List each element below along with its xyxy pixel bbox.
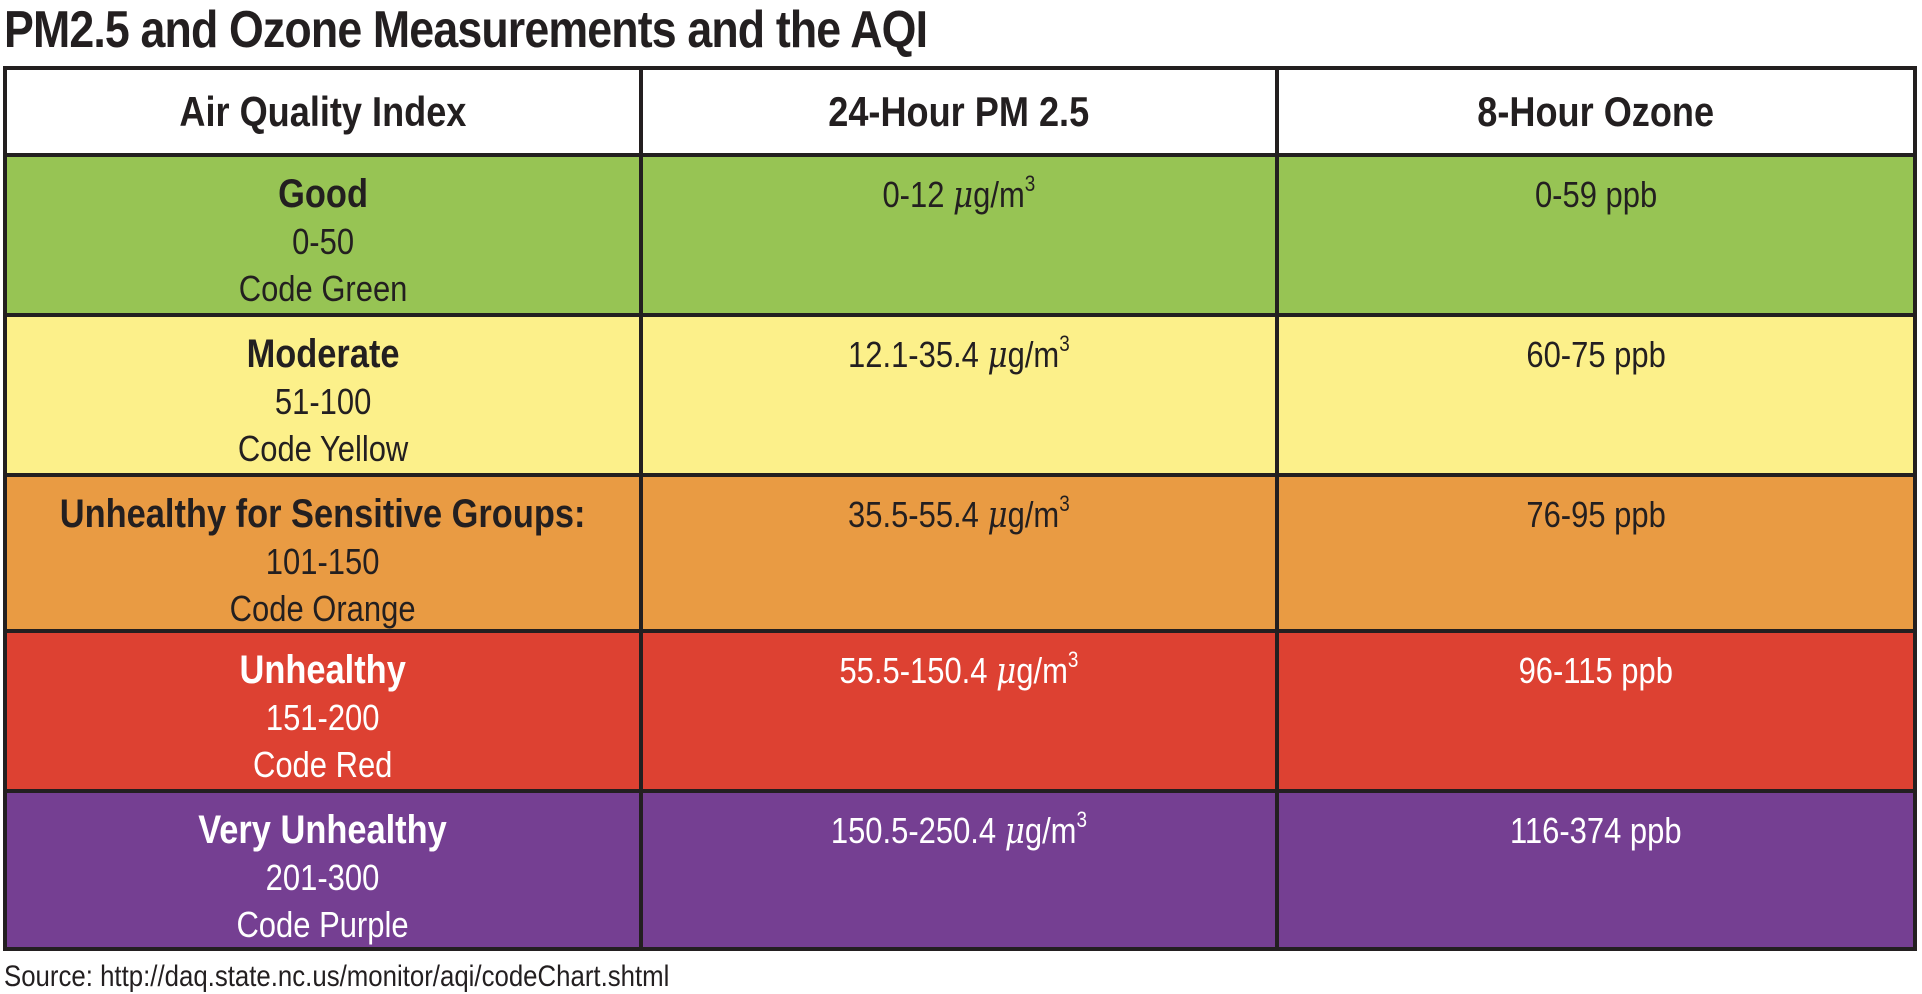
micro-symbol: μ — [1004, 811, 1025, 852]
ozone-value: 96-115 ppb — [1518, 650, 1674, 691]
color-code: Code Purple — [236, 904, 410, 945]
category-name: Good — [278, 172, 368, 216]
pm25-value: 150.5-250.4 — [830, 810, 997, 851]
color-code: Code Red — [253, 744, 393, 785]
ozone-value: 0-59 ppb — [1534, 174, 1658, 215]
unit-exponent: 3 — [1059, 331, 1070, 356]
category-cell-usg: Unhealthy for Sensitive Groups: 101-150 … — [7, 477, 643, 633]
pm25-unit: g/m — [1007, 334, 1060, 375]
ozone-cell-usg: 76-95 ppb — [1279, 477, 1913, 633]
header-pm25: 24-Hour PM 2.5 — [643, 70, 1279, 157]
pm25-cell-unhealthy: 55.5-150.4 μg/m3 — [643, 633, 1279, 793]
ozone-cell-very-unhealthy: 116-374 ppb — [1279, 793, 1913, 947]
category-cell-very-unhealthy: Very Unhealthy 201-300 Code Purple — [7, 793, 643, 947]
pm25-cell-good: 0-12 μg/m3 — [643, 157, 1279, 317]
header-ozone: 8-Hour Ozone — [1279, 70, 1913, 157]
color-code: Code Yellow — [237, 428, 409, 469]
category-name: Very Unhealthy — [198, 808, 448, 852]
category-cell-unhealthy: Unhealthy 151-200 Code Red — [7, 633, 643, 793]
ozone-cell-moderate: 60-75 ppb — [1279, 317, 1913, 477]
aqi-table: Air Quality Index 24-Hour PM 2.5 8-Hour … — [3, 66, 1917, 951]
color-code: Code Green — [238, 268, 408, 309]
category-cell-moderate: Moderate 51-100 Code Yellow — [7, 317, 643, 477]
aqi-range: 151-200 — [266, 697, 380, 738]
category-name: Unhealthy — [239, 648, 407, 692]
ozone-cell-good: 0-59 ppb — [1279, 157, 1913, 317]
ozone-value: 76-95 ppb — [1526, 494, 1666, 535]
unit-exponent: 3 — [1076, 807, 1088, 832]
pm25-value: 35.5-55.4 — [848, 494, 979, 535]
pm25-cell-very-unhealthy: 150.5-250.4 μg/m3 — [643, 793, 1279, 947]
pm25-unit: g/m — [1016, 650, 1068, 691]
category-name: Unhealthy for Sensitive Groups: — [60, 492, 586, 536]
unit-exponent: 3 — [1024, 171, 1036, 196]
source-citation: Source: http://daq.state.nc.us/monitor/a… — [4, 960, 670, 993]
aqi-range: 0-50 — [292, 221, 354, 262]
unit-exponent: 3 — [1059, 491, 1070, 516]
unit-exponent: 3 — [1067, 647, 1079, 672]
header-air-quality-index: Air Quality Index — [7, 70, 643, 157]
pm25-value: 0-12 — [882, 174, 945, 215]
ozone-cell-unhealthy: 96-115 ppb — [1279, 633, 1913, 793]
category-name: Moderate — [246, 332, 400, 376]
pm25-value: 55.5-150.4 — [839, 650, 988, 691]
aqi-range: 101-150 — [266, 541, 380, 582]
ozone-value: 116-374 ppb — [1510, 810, 1682, 851]
micro-symbol: μ — [953, 175, 974, 216]
micro-symbol: μ — [996, 651, 1017, 692]
aqi-range: 201-300 — [266, 857, 380, 898]
ozone-value: 60-75 ppb — [1526, 334, 1666, 375]
page-title: PM2.5 and Ozone Measurements and the AQI — [4, 1, 928, 59]
pm25-cell-moderate: 12.1-35.4 μg/m3 — [643, 317, 1279, 477]
pm25-cell-usg: 35.5-55.4 μg/m3 — [643, 477, 1279, 633]
color-code: Code Orange — [230, 588, 416, 629]
pm25-unit: g/m — [1007, 494, 1060, 535]
aqi-table-grid: Air Quality Index 24-Hour PM 2.5 8-Hour … — [7, 70, 1913, 947]
aqi-range: 51-100 — [274, 381, 372, 422]
pm25-unit: g/m — [973, 174, 1025, 215]
category-cell-good: Good 0-50 Code Green — [7, 157, 643, 317]
pm25-unit: g/m — [1024, 810, 1077, 851]
micro-symbol: μ — [987, 335, 1008, 376]
pm25-value: 12.1-35.4 — [848, 334, 979, 375]
micro-symbol: μ — [987, 495, 1008, 536]
